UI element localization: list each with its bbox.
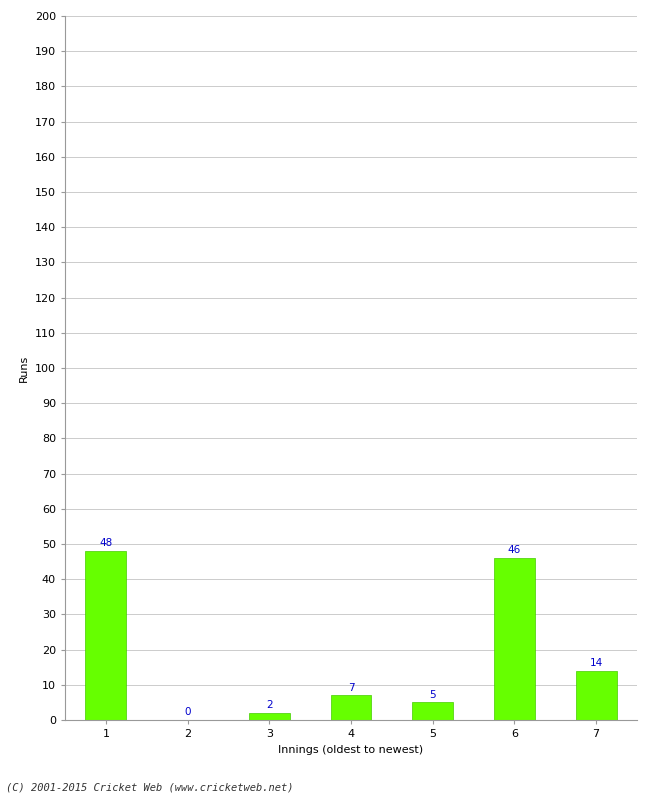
Bar [412, 702, 453, 720]
Bar [331, 695, 371, 720]
Y-axis label: Runs: Runs [20, 354, 29, 382]
Bar [576, 670, 617, 720]
Text: 46: 46 [508, 546, 521, 555]
Bar [494, 558, 535, 720]
X-axis label: Innings (oldest to newest): Innings (oldest to newest) [278, 745, 424, 754]
Text: 2: 2 [266, 700, 272, 710]
Text: 5: 5 [430, 690, 436, 699]
Bar [249, 713, 290, 720]
Text: 7: 7 [348, 682, 354, 693]
Text: 0: 0 [185, 707, 191, 717]
Text: 48: 48 [99, 538, 112, 548]
Text: 14: 14 [590, 658, 603, 668]
Bar [85, 551, 126, 720]
Text: (C) 2001-2015 Cricket Web (www.cricketweb.net): (C) 2001-2015 Cricket Web (www.cricketwe… [6, 782, 294, 792]
